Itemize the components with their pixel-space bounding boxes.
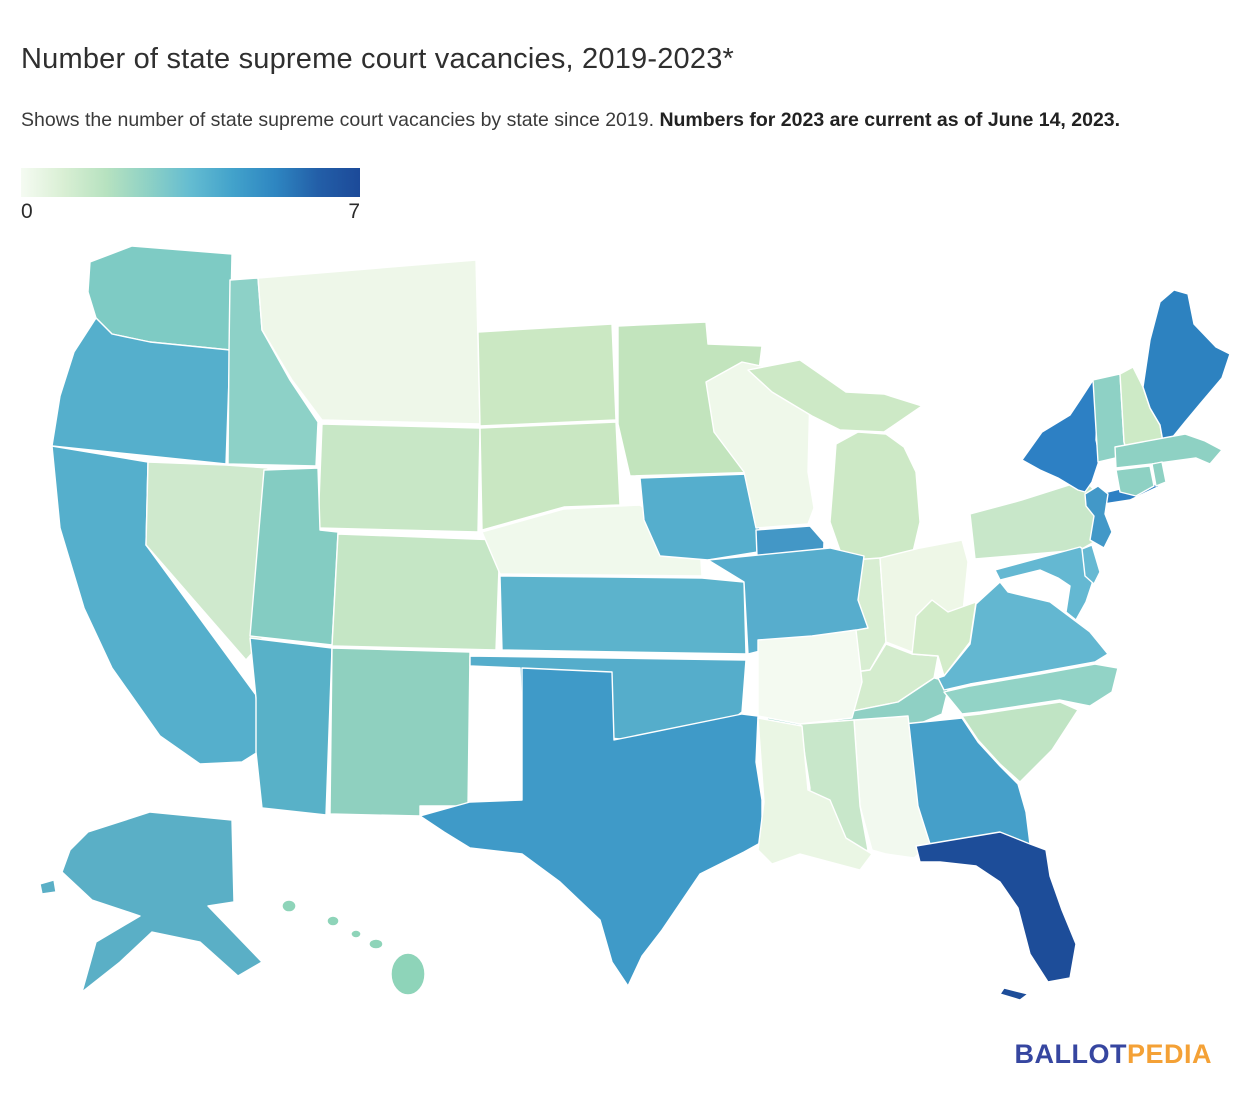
- state-alaska[interactable]: [61, 811, 263, 993]
- state-florida[interactable]: [915, 831, 1077, 983]
- state-connecticut[interactable]: [1115, 465, 1155, 497]
- state-maine[interactable]: [1142, 289, 1231, 443]
- state-alabama[interactable]: [853, 715, 931, 859]
- state-hawaii-maui[interactable]: [368, 938, 384, 950]
- state-missouri[interactable]: [707, 547, 869, 655]
- state-montana[interactable]: [257, 259, 481, 425]
- logo-pedia-text: PEDIA: [1126, 1039, 1212, 1069]
- state-hawaii-molokai[interactable]: [350, 929, 362, 939]
- state-virginia[interactable]: [937, 581, 1109, 691]
- state-florida-keys[interactable]: [999, 987, 1029, 1001]
- state-north-dakota[interactable]: [477, 323, 617, 427]
- state-west-virginia[interactable]: [911, 599, 977, 677]
- legend-gradient-bar: [21, 168, 360, 197]
- state-michigan[interactable]: [829, 431, 921, 563]
- state-arkansas[interactable]: [757, 629, 863, 725]
- state-massachusetts[interactable]: [1114, 433, 1223, 469]
- state-new-jersey[interactable]: [1084, 485, 1113, 549]
- ballotpedia-logo: BALLOTPEDIA: [1014, 1039, 1212, 1070]
- state-louisiana[interactable]: [757, 717, 873, 871]
- state-colorado[interactable]: [331, 533, 501, 651]
- state-iowa[interactable]: [639, 473, 763, 561]
- state-delaware[interactable]: [1081, 544, 1101, 585]
- state-hawaii-kauai[interactable]: [281, 899, 297, 913]
- state-arizona[interactable]: [249, 637, 333, 816]
- state-hawaii-big-island[interactable]: [390, 952, 426, 996]
- page-title: Number of state supreme court vacancies,…: [21, 43, 735, 76]
- state-alaska-island[interactable]: [39, 879, 57, 895]
- state-north-carolina[interactable]: [943, 663, 1119, 715]
- legend-max-label: 7: [348, 200, 360, 223]
- state-south-carolina[interactable]: [961, 701, 1079, 783]
- state-south-dakota[interactable]: [479, 421, 621, 531]
- states-group: [39, 245, 1231, 1001]
- state-utah[interactable]: [249, 467, 339, 646]
- logo-ballot-text: BALLOT: [1014, 1039, 1127, 1069]
- legend-min-label: 0: [21, 200, 33, 223]
- color-scale-legend: 0 7: [21, 168, 360, 224]
- state-new-mexico[interactable]: [329, 647, 471, 817]
- state-rhode-island[interactable]: [1151, 461, 1167, 487]
- state-wyoming[interactable]: [317, 423, 481, 533]
- state-kansas[interactable]: [499, 575, 747, 655]
- state-texas[interactable]: [419, 667, 763, 987]
- subtitle-regular-text: Shows the number of state supreme court …: [21, 108, 660, 131]
- page-subtitle: Shows the number of state supreme court …: [21, 104, 1201, 136]
- subtitle-bold-text: Numbers for 2023 are current as of June …: [659, 108, 1121, 131]
- state-new-york[interactable]: [1021, 379, 1101, 493]
- state-michigan-upper[interactable]: [747, 359, 923, 433]
- state-hawaii-oahu[interactable]: [326, 915, 340, 927]
